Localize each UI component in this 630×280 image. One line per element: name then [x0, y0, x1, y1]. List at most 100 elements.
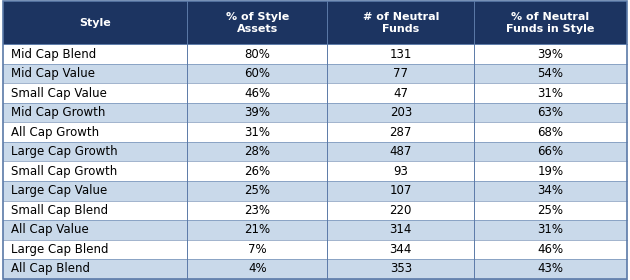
Bar: [474, 181, 627, 200]
Text: 25%: 25%: [244, 184, 270, 197]
Text: Large Cap Value: Large Cap Value: [11, 184, 107, 197]
Bar: [187, 122, 328, 142]
Text: 131: 131: [389, 48, 412, 61]
Text: 220: 220: [389, 204, 412, 217]
Bar: [474, 122, 627, 142]
Bar: [474, 64, 627, 83]
Text: # of Neutral
Funds: # of Neutral Funds: [363, 12, 439, 34]
Bar: [3, 64, 187, 83]
Text: 28%: 28%: [244, 145, 270, 158]
Bar: [474, 103, 627, 122]
Bar: [474, 162, 627, 181]
Text: 4%: 4%: [248, 262, 266, 275]
Bar: [187, 200, 328, 220]
Bar: [3, 220, 187, 240]
Text: 25%: 25%: [537, 204, 563, 217]
Text: Mid Cap Growth: Mid Cap Growth: [11, 106, 105, 119]
Text: 344: 344: [389, 243, 412, 256]
Text: 46%: 46%: [244, 87, 270, 100]
Text: 39%: 39%: [537, 48, 563, 61]
Bar: [187, 44, 328, 64]
Bar: [328, 1, 474, 44]
Bar: [474, 200, 627, 220]
Bar: [474, 142, 627, 162]
Bar: [187, 64, 328, 83]
Text: 60%: 60%: [244, 67, 270, 80]
Bar: [328, 83, 474, 103]
Text: 7%: 7%: [248, 243, 266, 256]
Bar: [187, 181, 328, 200]
Text: Small Cap Growth: Small Cap Growth: [11, 165, 117, 178]
Text: 487: 487: [389, 145, 412, 158]
Text: 66%: 66%: [537, 145, 563, 158]
Text: Large Cap Growth: Large Cap Growth: [11, 145, 117, 158]
Text: % of Style
Assets: % of Style Assets: [226, 12, 289, 34]
Bar: [187, 259, 328, 279]
Text: Mid Cap Blend: Mid Cap Blend: [11, 48, 96, 61]
Text: 47: 47: [393, 87, 408, 100]
Text: % of Neutral
Funds in Style: % of Neutral Funds in Style: [507, 12, 595, 34]
Text: 39%: 39%: [244, 106, 270, 119]
Bar: [474, 259, 627, 279]
Bar: [474, 240, 627, 259]
Text: Large Cap Blend: Large Cap Blend: [11, 243, 108, 256]
Text: 54%: 54%: [537, 67, 563, 80]
Text: 287: 287: [389, 126, 412, 139]
Text: 63%: 63%: [537, 106, 563, 119]
Bar: [3, 1, 187, 44]
Bar: [328, 64, 474, 83]
Bar: [328, 181, 474, 200]
Bar: [474, 83, 627, 103]
Text: Mid Cap Value: Mid Cap Value: [11, 67, 94, 80]
Bar: [328, 122, 474, 142]
Text: 21%: 21%: [244, 223, 270, 236]
Bar: [187, 142, 328, 162]
Bar: [474, 220, 627, 240]
Bar: [3, 181, 187, 200]
Text: 314: 314: [389, 223, 412, 236]
Text: 34%: 34%: [537, 184, 563, 197]
Bar: [328, 103, 474, 122]
Bar: [187, 240, 328, 259]
Text: 31%: 31%: [537, 87, 563, 100]
Bar: [3, 103, 187, 122]
Text: 80%: 80%: [244, 48, 270, 61]
Text: 31%: 31%: [537, 223, 563, 236]
Bar: [328, 44, 474, 64]
Bar: [3, 200, 187, 220]
Text: 77: 77: [393, 67, 408, 80]
Text: 46%: 46%: [537, 243, 563, 256]
Bar: [3, 44, 187, 64]
Bar: [3, 83, 187, 103]
Text: 203: 203: [389, 106, 412, 119]
Bar: [328, 162, 474, 181]
Text: Style: Style: [79, 18, 111, 28]
Bar: [187, 1, 328, 44]
Text: Small Cap Blend: Small Cap Blend: [11, 204, 108, 217]
Bar: [187, 83, 328, 103]
Text: All Cap Growth: All Cap Growth: [11, 126, 99, 139]
Bar: [3, 162, 187, 181]
Text: 31%: 31%: [244, 126, 270, 139]
Text: 23%: 23%: [244, 204, 270, 217]
Bar: [187, 162, 328, 181]
Bar: [328, 259, 474, 279]
Text: All Cap Value: All Cap Value: [11, 223, 88, 236]
Text: Small Cap Value: Small Cap Value: [11, 87, 106, 100]
Bar: [328, 200, 474, 220]
Text: 68%: 68%: [537, 126, 563, 139]
Text: 107: 107: [389, 184, 412, 197]
Bar: [187, 220, 328, 240]
Text: 93: 93: [393, 165, 408, 178]
Text: 43%: 43%: [537, 262, 563, 275]
Text: 353: 353: [390, 262, 412, 275]
Bar: [328, 142, 474, 162]
Bar: [3, 259, 187, 279]
Text: 19%: 19%: [537, 165, 563, 178]
Bar: [474, 44, 627, 64]
Bar: [187, 103, 328, 122]
Text: 26%: 26%: [244, 165, 270, 178]
Bar: [3, 142, 187, 162]
Text: All Cap Blend: All Cap Blend: [11, 262, 89, 275]
Bar: [328, 220, 474, 240]
